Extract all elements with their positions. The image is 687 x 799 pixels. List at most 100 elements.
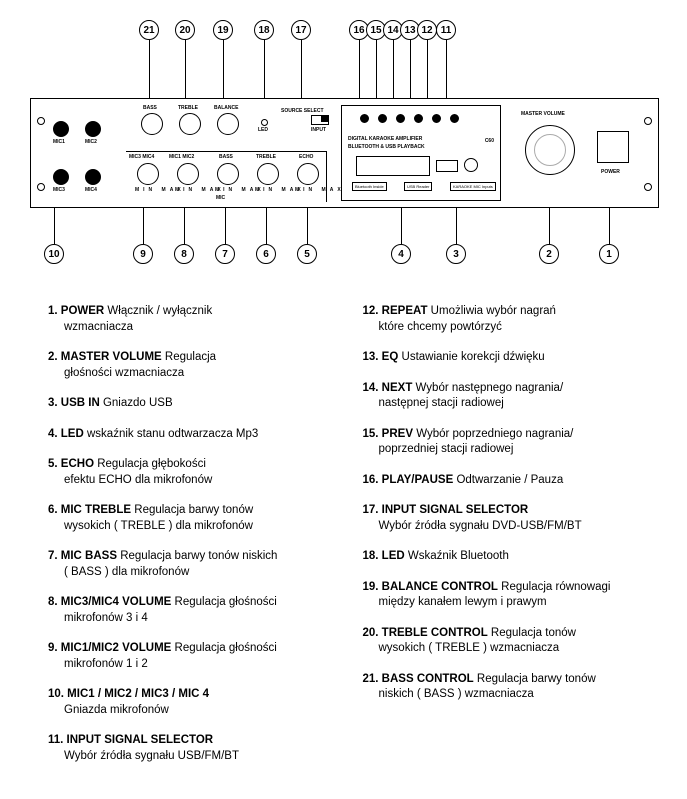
callout-5: 5 xyxy=(297,206,317,264)
mic1-label: MIC1 xyxy=(53,139,65,145)
legend-item-20: 20. TREBLE CONTROL Regulacja tonówwysoki… xyxy=(363,626,648,657)
callout-bubble: 3 xyxy=(446,244,466,264)
callout-line xyxy=(609,206,610,244)
callout-3: 3 xyxy=(446,206,466,264)
karaoke-badge: KARAOKE MIC Inputs xyxy=(450,182,496,191)
callout-line xyxy=(149,40,150,98)
callout-bubble: 17 xyxy=(291,20,311,40)
screw-icon xyxy=(37,117,45,125)
bass-label: BASS xyxy=(143,105,157,111)
callout-7: 7 xyxy=(215,206,235,264)
eq-btn xyxy=(414,114,423,123)
legend-item-5: 5. ECHO Regulacja głębokościefektu ECHO … xyxy=(48,457,333,488)
mic2-label: MIC2 xyxy=(85,139,97,145)
legend-item-1: 1. POWER Włącznik / wyłącznikwzmacniacza xyxy=(48,304,333,335)
legend-item-19: 19. BALANCE CONTROL Regulacja równowagim… xyxy=(363,580,648,611)
mic4-label: MIC4 xyxy=(85,187,97,193)
input-switch xyxy=(311,115,329,125)
legend-item-8: 8. MIC3/MIC4 VOLUME Regulacja głośnościm… xyxy=(48,595,333,626)
prev-btn xyxy=(378,114,387,123)
amplifier-panel: MIC1 MIC2 MIC3 MIC4 BASS TREBLE BALANCE … xyxy=(30,98,659,208)
next-btn xyxy=(396,114,405,123)
callout-2: 2 xyxy=(539,206,559,264)
callout-line xyxy=(549,206,550,244)
callout-line xyxy=(301,40,302,98)
mic-socket-4 xyxy=(85,169,101,185)
screw-icon xyxy=(644,183,652,191)
callout-12: 12 xyxy=(417,20,437,98)
input-label: INPUT xyxy=(311,127,326,133)
lcd xyxy=(356,156,430,176)
power-button xyxy=(597,131,629,163)
mic3-label: MIC3 xyxy=(53,187,65,193)
master-volume-knob xyxy=(525,125,575,175)
led-icon xyxy=(261,119,268,126)
callout-9: 9 xyxy=(133,206,153,264)
callout-line xyxy=(223,40,224,98)
callout-line xyxy=(401,206,402,244)
callout-line xyxy=(359,40,360,98)
callout-bubble: 5 xyxy=(297,244,317,264)
mic-socket-3 xyxy=(53,169,69,185)
callout-20: 20 xyxy=(175,20,195,98)
callout-bubble: 10 xyxy=(44,244,64,264)
model: C60 xyxy=(485,138,494,144)
legend-item-9: 9. MIC1/MIC2 VOLUME Regulacja głośnościm… xyxy=(48,641,333,672)
source-select-label: SOURCE SELECT xyxy=(281,109,324,114)
dsp-subtitle: BLUETOOTH & USB PLAYBACK xyxy=(348,144,425,150)
callout-line xyxy=(185,40,186,98)
dsp-panel: DIGITAL KARAOKE AMPLIFIER BLUETOOTH & US… xyxy=(341,105,501,201)
callout-line xyxy=(376,40,377,98)
callout-line xyxy=(54,206,55,244)
legend-col-right: 12. REPEAT Umożliwia wybór nagrańktóre c… xyxy=(363,304,648,779)
callout-bubble: 12 xyxy=(417,20,437,40)
mic-socket-2 xyxy=(85,121,101,137)
callout-8: 8 xyxy=(174,206,194,264)
treble-knob xyxy=(179,113,201,135)
bass-knob xyxy=(141,113,163,135)
callout-line xyxy=(143,206,144,244)
callout-line xyxy=(456,206,457,244)
legend-item-7: 7. MIC BASS Regulacja barwy tonów niskic… xyxy=(48,549,333,580)
callout-bubble: 20 xyxy=(175,20,195,40)
legend-item-10: 10. MIC1 / MIC2 / MIC3 / MIC 4Gniazda mi… xyxy=(48,687,333,718)
legend-item-12: 12. REPEAT Umożliwia wybór nagrańktóre c… xyxy=(363,304,648,335)
legend-item-21: 21. BASS CONTROL Regulacja barwy tonówni… xyxy=(363,672,648,703)
callout-21: 21 xyxy=(139,20,159,98)
legend-item-17: 17. INPUT SIGNAL SELECTORWybór źródła sy… xyxy=(363,503,648,534)
legend-item-2: 2. MASTER VOLUME Regulacjagłośności wzma… xyxy=(48,350,333,381)
callout-bubble: 1 xyxy=(599,244,619,264)
callout-bubble: 18 xyxy=(254,20,274,40)
usb-knob xyxy=(464,158,478,172)
callout-line xyxy=(427,40,428,98)
callout-line xyxy=(393,40,394,98)
input-sel-btn xyxy=(450,114,459,123)
callout-bubble: 7 xyxy=(215,244,235,264)
legend-col-left: 1. POWER Włącznik / wyłącznikwzmacniacza… xyxy=(48,304,333,779)
legend-item-16: 16. PLAY/PAUSE Odtwarzanie / Pauza xyxy=(363,473,648,489)
callout-line xyxy=(225,206,226,244)
callout-line xyxy=(264,40,265,98)
callout-11: 11 xyxy=(436,20,456,98)
callout-line xyxy=(184,206,185,244)
repeat-btn xyxy=(432,114,441,123)
play-btn xyxy=(360,114,369,123)
usb-port xyxy=(436,160,458,172)
callout-bubble: 6 xyxy=(256,244,276,264)
mic-divider xyxy=(126,151,327,202)
legend-item-6: 6. MIC TREBLE Regulacja barwy tonówwysok… xyxy=(48,503,333,534)
callout-18: 18 xyxy=(254,20,274,98)
master-label: MASTER VOLUME xyxy=(521,111,565,117)
legend: 1. POWER Włącznik / wyłącznikwzmacniacza… xyxy=(0,280,687,799)
callout-bubble: 8 xyxy=(174,244,194,264)
power-label: POWER xyxy=(601,169,620,175)
legend-item-4: 4. LED wskaźnik stanu odtwarzacza Mp3 xyxy=(48,427,333,443)
callout-line xyxy=(410,40,411,98)
callout-1: 1 xyxy=(599,206,619,264)
page: 2120191817161514131211 10987654321 MIC1 … xyxy=(0,0,687,799)
callout-line xyxy=(446,40,447,98)
diagram-area: 2120191817161514131211 10987654321 MIC1 … xyxy=(0,0,687,280)
callout-bubble: 2 xyxy=(539,244,559,264)
callout-bubble: 21 xyxy=(139,20,159,40)
bt-badge: Bluetooth Inside xyxy=(352,182,387,191)
